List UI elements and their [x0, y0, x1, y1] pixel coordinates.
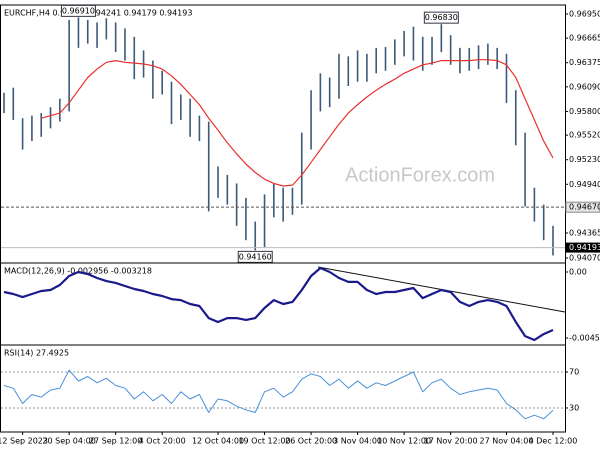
level-label: 0.94670 [569, 203, 600, 212]
y-tick-label: 30 [569, 403, 579, 412]
rsi-line [3, 369, 554, 420]
x-tick-label: 4 Oct 20:00 [139, 437, 186, 446]
y-tick-label: 0.96375 [569, 58, 600, 67]
x-tick-label: 19 Oct 12:00 [238, 437, 290, 446]
watermark: ActionForex.com [345, 164, 495, 186]
y-tick-label: 0.96665 [569, 34, 600, 43]
macd-line [3, 266, 554, 342]
x-tick-label: 12 Sep 2023 [0, 437, 48, 446]
annotation-label: 0.96910 [62, 6, 95, 15]
y-tick-label: 0.94070 [569, 254, 600, 263]
x-tick-label: 27 Nov 04:00 [480, 437, 534, 446]
y-tick-label: 0.96090 [569, 82, 600, 91]
y-tick-label: 70 [569, 367, 579, 376]
x-tick-label: 3 Nov 04:00 [333, 437, 382, 446]
moving-average [41, 59, 554, 187]
x-tick-label: 10 Nov 12:00 [377, 437, 431, 446]
last-price-label: 0.94193 [569, 243, 600, 252]
x-tick-label: 20 Sep 04:00 [42, 437, 95, 446]
y-tick-label: 0.94940 [569, 180, 600, 189]
y-tick-label: 0.95520 [569, 131, 600, 140]
annotation-box [237, 250, 273, 263]
y-tick-label: 0.94365 [569, 229, 600, 238]
last-price-box [566, 242, 600, 253]
x-tick-label: 17 Nov 20:00 [424, 437, 478, 446]
x-tick-label: 26 Oct 20:00 [285, 437, 337, 446]
x-tick-label: 27 Sep 12:00 [89, 437, 142, 446]
annotation-label: 0.96830 [425, 13, 458, 22]
panel-title: EURCHF,H4 0.94224 0.94241 0.94179 0.9419… [4, 9, 192, 18]
panel-frame [0, 344, 566, 433]
x-tick-label: 12 Oct 04:00 [192, 437, 244, 446]
y-tick-label: 0.95230 [569, 155, 600, 164]
y-tick-label: 0.00 [569, 267, 587, 276]
y-tick-label: 0.95800 [569, 107, 600, 116]
annotation-box [60, 4, 96, 17]
level-box [565, 201, 600, 213]
panel-title: RSI(14) 27.4925 [4, 349, 69, 358]
y-tick-label: -0.004585 [569, 334, 600, 343]
x-tick-label: 4 Dec 12:00 [529, 437, 578, 446]
annotation-label: 0.94160 [239, 252, 272, 261]
annotation-box [423, 11, 459, 24]
y-tick-label: 0.96950 [569, 9, 600, 18]
